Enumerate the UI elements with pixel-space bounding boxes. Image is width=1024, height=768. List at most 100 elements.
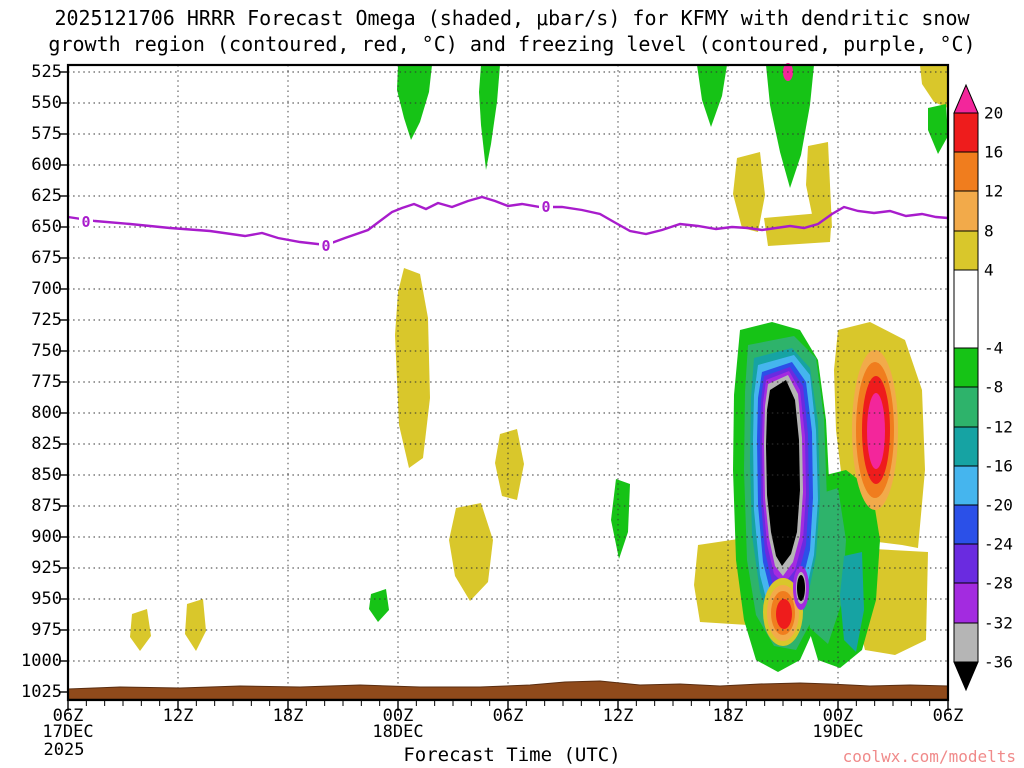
colorbar-band-green	[953, 347, 979, 388]
shading-region-black	[797, 575, 805, 601]
colorbar-label: 12	[984, 182, 1003, 201]
colorbar-label: 4	[984, 261, 994, 280]
shading-region-pink	[867, 393, 885, 469]
y-tick-label: 700	[31, 279, 62, 299]
contour-label: 0	[321, 237, 330, 255]
shading-region-yellow	[733, 152, 765, 232]
colorbar-band-violet2	[953, 582, 979, 624]
y-tick-label: 875	[31, 496, 62, 516]
x-tick-label: 06Z	[493, 706, 524, 726]
date-label: 18DEC	[372, 722, 424, 742]
gridlines	[68, 65, 948, 700]
x-axis-title: Forecast Time (UTC)	[403, 744, 621, 766]
colorbar-label: -8	[984, 378, 1003, 397]
y-tick-label: 575	[31, 124, 62, 144]
shading-region-yellow	[806, 142, 832, 228]
colorbar-band-pink	[953, 83, 979, 114]
colorbar: 20 16 12 8 4 -4 -8 -12 -16 -20 -24 -28 -32 -36	[953, 83, 1013, 692]
colorbar-band-seagreen	[953, 386, 979, 428]
shading-region-yellow	[185, 599, 206, 651]
colorbar-label: -28	[984, 574, 1013, 593]
chart-title-line1: 2025121706 HRRR Forecast Omega (shaded, …	[54, 6, 970, 30]
y-tick-label: 850	[31, 465, 62, 485]
y-tick-label: 1025	[21, 682, 62, 702]
colorbar-band-orange	[953, 151, 979, 192]
y-tick-label: 1000	[21, 651, 62, 671]
y-tick-label: 950	[31, 589, 62, 609]
y-tick-label: 600	[31, 155, 62, 175]
colorbar-label: 8	[984, 222, 994, 241]
x-tick-label: 00Z	[383, 706, 414, 726]
date-label: 19DEC	[812, 722, 864, 742]
plot-frame	[66, 63, 950, 702]
date-label: 17DEC	[42, 722, 94, 742]
terrain	[67, 680, 949, 700]
contour-label-bg	[539, 198, 553, 216]
colorbar-band-lightblue	[953, 465, 979, 506]
shading-region-yellow	[694, 538, 748, 625]
colorbar-band-black	[953, 661, 979, 692]
shading-region-green	[369, 589, 389, 622]
y-tick-label: 975	[31, 620, 62, 640]
shading-region-yellow	[449, 503, 493, 601]
freezing-level-line	[67, 195, 949, 247]
colorbar-band-gray	[953, 622, 979, 663]
y-tick-label: 750	[31, 341, 62, 361]
colorbar-label: -36	[984, 653, 1013, 672]
y-tick-label: 900	[31, 527, 62, 547]
colorbar-band-tan	[953, 190, 979, 232]
y-tick-label: 625	[31, 186, 62, 206]
colorbar-band-violet1	[953, 543, 979, 584]
colorbar-label: -24	[984, 535, 1013, 554]
colorbar-label: 16	[984, 143, 1003, 162]
shading-region-green	[697, 65, 727, 127]
date-label: 2025	[43, 740, 85, 760]
chart-title-line2: growth region (contoured, red, °C) and f…	[48, 32, 976, 56]
x-tick-label: 06Z	[53, 706, 84, 726]
contour-label: 0	[81, 213, 90, 231]
colorbar-band-white	[953, 269, 979, 349]
colorbar-band-blue	[953, 504, 979, 545]
x-tick-label: 12Z	[603, 706, 634, 726]
x-tick-label: 06Z	[933, 706, 964, 726]
shading-region-yellow	[395, 268, 430, 468]
colorbar-label: -20	[984, 496, 1013, 515]
shading-region-green	[397, 65, 432, 140]
omega-shading	[130, 63, 948, 672]
shading-region-green	[928, 104, 948, 154]
contour-label: 0	[541, 198, 550, 216]
colorbar-band-yellow	[953, 230, 979, 271]
axis-tick-labels: 525 550 575 600 625 650 675 700 725 750 775 800 825 8…	[21, 62, 963, 726]
shading-region-yellow	[920, 65, 948, 108]
y-tick-label: 675	[31, 248, 62, 268]
shading-region-green	[611, 479, 630, 559]
colorbar-band-red	[953, 112, 979, 153]
shading-region-green	[479, 65, 500, 170]
x-tick-label: 18Z	[273, 706, 304, 726]
y-tick-label: 525	[31, 62, 62, 82]
colorbar-label: -16	[984, 457, 1013, 476]
colorbar-label: -32	[984, 614, 1013, 633]
shading-region-yellow	[495, 429, 524, 500]
y-tick-label: 775	[31, 372, 62, 392]
colorbar-label: -4	[984, 339, 1003, 358]
shading-region-black	[766, 380, 800, 566]
shading-region-red	[776, 599, 792, 629]
chart-title: 2025121706 HRRR Forecast Omega (shaded, …	[0, 5, 1024, 57]
y-tick-label: 925	[31, 558, 62, 578]
y-tick-label: 550	[31, 93, 62, 113]
contour-label-bg	[79, 213, 93, 231]
x-tick-label: 18Z	[713, 706, 744, 726]
colorbar-band-teal	[953, 426, 979, 467]
contour-labels: 0 0 0	[79, 198, 553, 255]
y-tick-label: 800	[31, 403, 62, 423]
x-tick-label: 00Z	[823, 706, 854, 726]
shading-region-teal	[840, 552, 864, 652]
contour-label-bg	[319, 237, 333, 255]
y-tick-label: 725	[31, 310, 62, 330]
shading-region-green	[766, 65, 814, 188]
y-tick-label: 650	[31, 217, 62, 237]
y-tick-label: 825	[31, 434, 62, 454]
